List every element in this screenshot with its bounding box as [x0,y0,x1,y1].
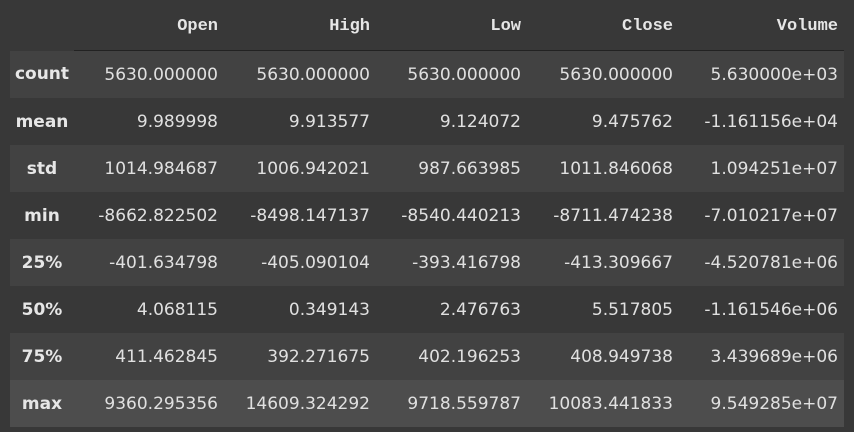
table-cell: -8711.474238 [553,205,673,226]
table-cell: -8498.147137 [250,205,370,226]
table-cell: 9.549285e+07 [710,393,838,414]
row-label: max [21,393,63,414]
table-row: min -8662.822502 -8498.147137 -8540.440213 -… [10,192,844,239]
table-cell: 1014.984687 [104,158,218,179]
table-cell: 9.913577 [288,111,370,132]
row-label: min [24,205,60,226]
table-cell: 10083.441833 [548,393,673,414]
table-cell: 1006.942021 [256,158,370,179]
table-row: max 9360.295356 14609.324292 9718.559787 100… [10,380,844,427]
table-cell: 9718.559787 [407,393,521,414]
table-row: count 5630.000000 5630.000000 5630.000000 56… [10,50,844,98]
table-cell: 3.439689e+06 [710,346,838,367]
table-cell: 1011.846068 [559,158,673,179]
table-row: mean 9.989998 9.913577 9.124072 9.475762 -1.1… [10,98,844,145]
table-cell: 5.517805 [591,299,673,320]
header-row: Open High Low Close Volume [10,3,844,51]
table-cell: 9360.295356 [104,393,218,414]
table-cell: -1.161546e+06 [704,299,838,320]
table-cell: 9.475762 [591,111,673,132]
table-row: 50% 4.068115 0.349143 2.476763 5.517805 -1.16… [10,286,844,333]
column-header: Close [527,3,679,51]
table-cell: -8662.822502 [98,205,218,226]
table-cell: 5630.000000 [559,64,673,85]
index-header [10,3,74,51]
table-cell: -4.520781e+06 [704,252,838,273]
column-header: High [224,3,376,51]
table-cell: 411.462845 [115,346,218,367]
table-cell: -1.161156e+04 [704,111,838,132]
table-cell: -405.090104 [261,252,370,273]
row-label: count [14,64,70,85]
row-label: mean [15,111,69,132]
column-header: Low [376,3,527,51]
row-label: std [26,158,58,179]
table-cell: -7.010217e+07 [704,205,838,226]
table-cell: 9.989998 [136,111,218,132]
table-cell: 4.068115 [136,299,218,320]
table-cell: 1.094251e+07 [710,158,838,179]
table-cell: 5630.000000 [407,64,521,85]
table-cell: -393.416798 [412,252,521,273]
table-cell: -401.634798 [109,252,218,273]
table-cell: 14609.324292 [245,393,370,414]
table-cell: 408.949738 [570,346,673,367]
table-cell: 392.271675 [267,346,370,367]
table-cell: 5630.000000 [104,64,218,85]
table-row: 75% 411.462845 392.271675 402.196253 408.949… [10,333,844,380]
column-header: Volume [679,3,844,51]
table-row: 25% -401.634798 -405.090104 -393.416798 -413… [10,239,844,286]
table-cell: 9.124072 [439,111,521,132]
table-cell: 0.349143 [288,299,370,320]
table-cell: 987.663985 [418,158,521,179]
describe-table: Open High Low Close Volume count 5630.000… [10,3,844,427]
table-cell: 2.476763 [439,299,521,320]
row-label: 25% [21,252,63,273]
row-label: 50% [21,299,63,320]
column-header: Open [74,3,224,51]
table-row: std 1014.984687 1006.942021 987.663985 1011.… [10,145,844,192]
table-cell: -8540.440213 [401,205,521,226]
row-label: 75% [21,346,63,367]
table-cell: -413.309667 [564,252,673,273]
table-cell: 402.196253 [418,346,521,367]
table-cell: 5630.000000 [256,64,370,85]
table-cell: 5.630000e+03 [710,64,838,85]
